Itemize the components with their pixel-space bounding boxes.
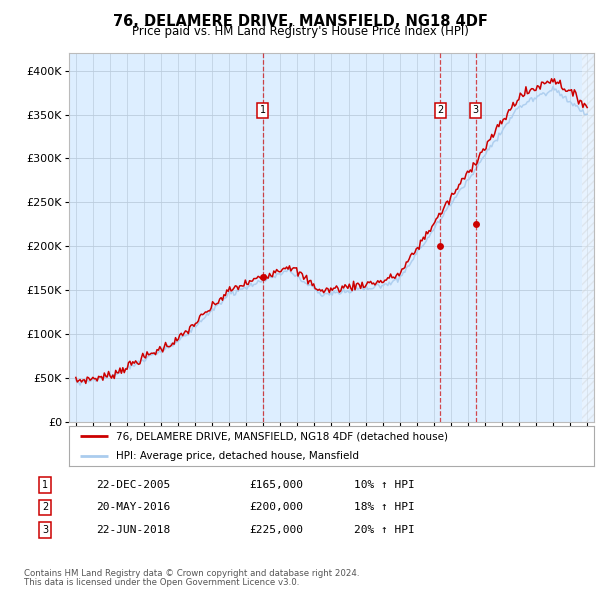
- Text: HPI: Average price, detached house, Mansfield: HPI: Average price, detached house, Mans…: [116, 451, 359, 461]
- Text: £200,000: £200,000: [249, 503, 303, 512]
- Bar: [582, 53, 594, 422]
- Text: 10% ↑ HPI: 10% ↑ HPI: [354, 480, 415, 490]
- Text: 3: 3: [473, 105, 479, 115]
- Text: 22-JUN-2018: 22-JUN-2018: [96, 525, 170, 535]
- Text: 76, DELAMERE DRIVE, MANSFIELD, NG18 4DF (detached house): 76, DELAMERE DRIVE, MANSFIELD, NG18 4DF …: [116, 431, 448, 441]
- Text: 1: 1: [260, 105, 266, 115]
- Text: 2: 2: [437, 105, 443, 115]
- Text: 1: 1: [42, 480, 48, 490]
- Text: 20-MAY-2016: 20-MAY-2016: [96, 503, 170, 512]
- Text: £225,000: £225,000: [249, 525, 303, 535]
- Text: 3: 3: [42, 525, 48, 535]
- Text: 18% ↑ HPI: 18% ↑ HPI: [354, 503, 415, 512]
- Text: 22-DEC-2005: 22-DEC-2005: [96, 480, 170, 490]
- Text: 2: 2: [42, 503, 48, 512]
- Text: This data is licensed under the Open Government Licence v3.0.: This data is licensed under the Open Gov…: [24, 578, 299, 588]
- Text: Price paid vs. HM Land Registry's House Price Index (HPI): Price paid vs. HM Land Registry's House …: [131, 25, 469, 38]
- Text: Contains HM Land Registry data © Crown copyright and database right 2024.: Contains HM Land Registry data © Crown c…: [24, 569, 359, 578]
- Text: 20% ↑ HPI: 20% ↑ HPI: [354, 525, 415, 535]
- Text: £165,000: £165,000: [249, 480, 303, 490]
- Text: 76, DELAMERE DRIVE, MANSFIELD, NG18 4DF: 76, DELAMERE DRIVE, MANSFIELD, NG18 4DF: [113, 14, 487, 28]
